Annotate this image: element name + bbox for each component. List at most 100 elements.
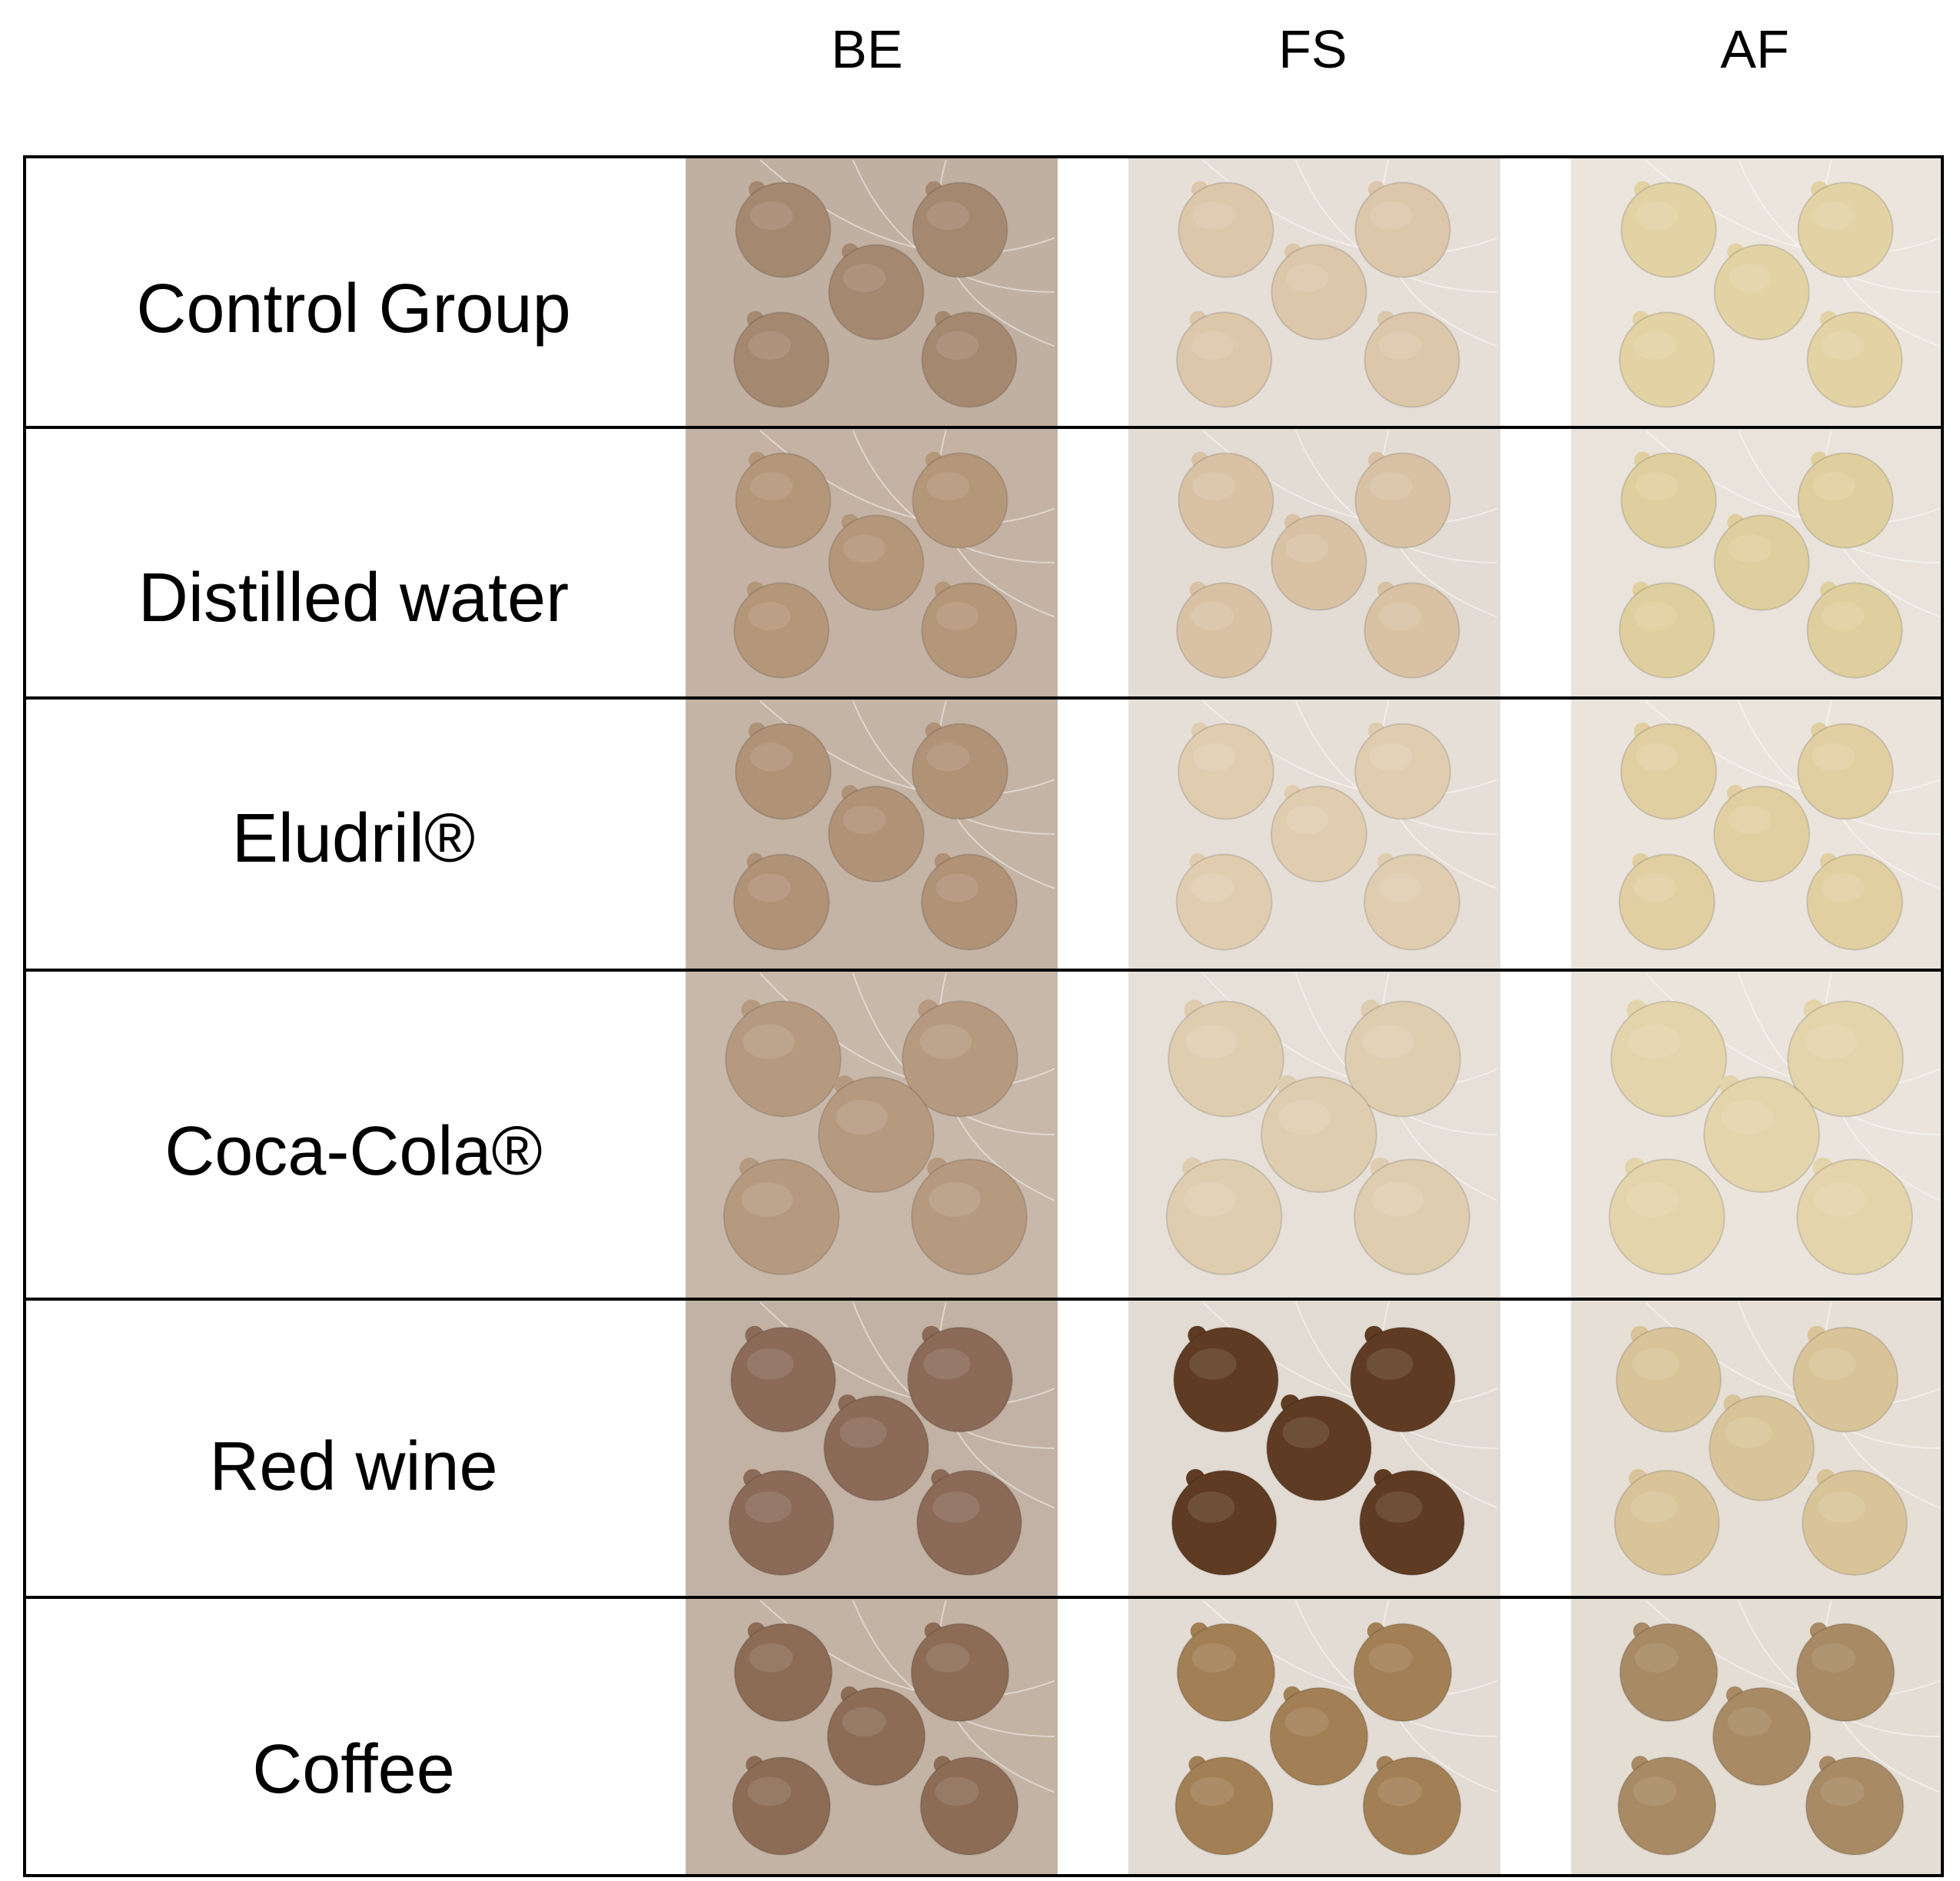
disc-highlight bbox=[1369, 472, 1413, 501]
row-label-control-group: Control Group bbox=[136, 271, 570, 347]
disc-highlight bbox=[1633, 602, 1676, 631]
specimen-disc bbox=[828, 514, 925, 611]
specimen-photo bbox=[1128, 427, 1500, 698]
disc-highlight bbox=[1368, 1643, 1413, 1673]
specimen-disc bbox=[1175, 853, 1273, 951]
disc-highlight bbox=[1192, 743, 1236, 772]
specimen-photo bbox=[686, 970, 1058, 1299]
specimen-disc bbox=[1713, 786, 1810, 882]
disc-highlight bbox=[1632, 1348, 1679, 1380]
specimen-disc bbox=[1806, 311, 1903, 408]
disc-highlight bbox=[1812, 743, 1855, 772]
disc-highlight bbox=[1362, 1024, 1414, 1059]
specimen-disc bbox=[728, 1470, 835, 1576]
disc-highlight bbox=[1285, 805, 1329, 835]
specimen-disc bbox=[1713, 244, 1810, 341]
disc-highlight bbox=[1811, 1643, 1855, 1673]
disc-highlight bbox=[935, 331, 979, 360]
specimen-disc bbox=[1271, 514, 1367, 611]
specimen-disc bbox=[725, 1000, 842, 1118]
disc-highlight bbox=[1369, 201, 1413, 231]
disc-highlight bbox=[1369, 743, 1413, 772]
specimen-disc bbox=[1364, 311, 1460, 408]
disc-highlight bbox=[1821, 602, 1865, 631]
specimen-disc bbox=[1364, 582, 1460, 679]
specimen-disc bbox=[818, 1076, 935, 1193]
disc-highlight bbox=[749, 743, 793, 772]
specimen-photo bbox=[1571, 1299, 1943, 1597]
disc-highlight bbox=[932, 1491, 980, 1523]
specimen-disc bbox=[1344, 1000, 1461, 1118]
specimen-disc bbox=[723, 1158, 840, 1275]
specimen-disc bbox=[1797, 452, 1894, 549]
specimen-disc bbox=[1787, 1000, 1904, 1118]
disc-highlight bbox=[742, 1024, 795, 1059]
disc-highlight bbox=[1728, 264, 1772, 292]
specimen-disc bbox=[828, 786, 925, 882]
specimen-disc bbox=[735, 181, 832, 278]
specimen-disc bbox=[1354, 452, 1451, 549]
disc-highlight bbox=[1192, 201, 1236, 231]
disc-highlight bbox=[835, 1100, 888, 1135]
disc-highlight bbox=[1821, 331, 1865, 360]
specimen-disc bbox=[921, 853, 1018, 951]
disc-highlight bbox=[1727, 1707, 1772, 1737]
disc-highlight bbox=[749, 1643, 793, 1673]
specimen-disc bbox=[912, 452, 1008, 549]
disc-highlight bbox=[1634, 1643, 1679, 1673]
disc-highlight bbox=[1377, 1776, 1422, 1806]
specimen-disc bbox=[1171, 1470, 1277, 1576]
specimen-disc bbox=[730, 1326, 836, 1433]
disc-highlight bbox=[1375, 1491, 1423, 1523]
specimen-disc bbox=[1618, 853, 1716, 951]
specimen-disc bbox=[733, 311, 830, 408]
specimen-photo bbox=[1128, 970, 1500, 1299]
specimen-photo bbox=[686, 427, 1058, 698]
disc-highlight bbox=[1282, 1417, 1330, 1448]
specimen-disc bbox=[912, 181, 1008, 278]
disc-highlight bbox=[926, 472, 970, 501]
table-grid bbox=[23, 155, 1944, 1877]
specimen-disc bbox=[1805, 1756, 1905, 1856]
disc-highlight bbox=[1725, 1417, 1772, 1448]
specimen-disc bbox=[1792, 1326, 1899, 1433]
specimen-photo bbox=[686, 1597, 1058, 1876]
disc-highlight bbox=[1191, 1643, 1236, 1673]
disc-highlight bbox=[1192, 472, 1236, 501]
disc-highlight bbox=[747, 1776, 792, 1806]
disc-highlight bbox=[926, 743, 970, 772]
disc-highlight bbox=[1366, 1348, 1414, 1380]
column-header-af: AF bbox=[1720, 19, 1789, 79]
specimen-disc bbox=[1359, 1470, 1465, 1576]
specimen-photo bbox=[1128, 1597, 1500, 1876]
specimen-disc bbox=[1619, 582, 1716, 679]
disc-highlight bbox=[935, 873, 979, 902]
specimen-disc bbox=[907, 1326, 1013, 1433]
specimen-photo bbox=[1571, 698, 1943, 970]
specimen-photo bbox=[1128, 698, 1500, 970]
disc-highlight bbox=[1630, 1491, 1678, 1523]
disc-highlight bbox=[748, 602, 791, 631]
specimen-disc bbox=[921, 311, 1018, 408]
specimen-disc bbox=[1619, 1623, 1719, 1723]
disc-highlight bbox=[839, 1417, 887, 1448]
specimen-disc bbox=[1261, 1076, 1377, 1193]
specimen-photo bbox=[1571, 970, 1943, 1299]
specimen-photo bbox=[1571, 427, 1943, 698]
specimen-disc bbox=[1619, 311, 1716, 408]
specimen-disc bbox=[1354, 181, 1451, 278]
disc-highlight bbox=[746, 1348, 794, 1380]
specimen-disc bbox=[1796, 1158, 1913, 1275]
specimen-disc bbox=[1620, 452, 1717, 549]
specimen-disc bbox=[1712, 1687, 1812, 1786]
specimen-disc bbox=[1174, 1756, 1274, 1856]
specimen-disc bbox=[912, 723, 1008, 820]
specimen-disc bbox=[919, 1756, 1019, 1856]
specimen-disc bbox=[1806, 853, 1903, 951]
disc-highlight bbox=[1812, 472, 1855, 501]
specimen-disc bbox=[1802, 1470, 1908, 1576]
disc-highlight bbox=[1284, 1707, 1329, 1737]
specimen-disc bbox=[1178, 181, 1274, 278]
specimen-disc bbox=[1620, 723, 1717, 820]
disc-highlight bbox=[1818, 1491, 1865, 1523]
